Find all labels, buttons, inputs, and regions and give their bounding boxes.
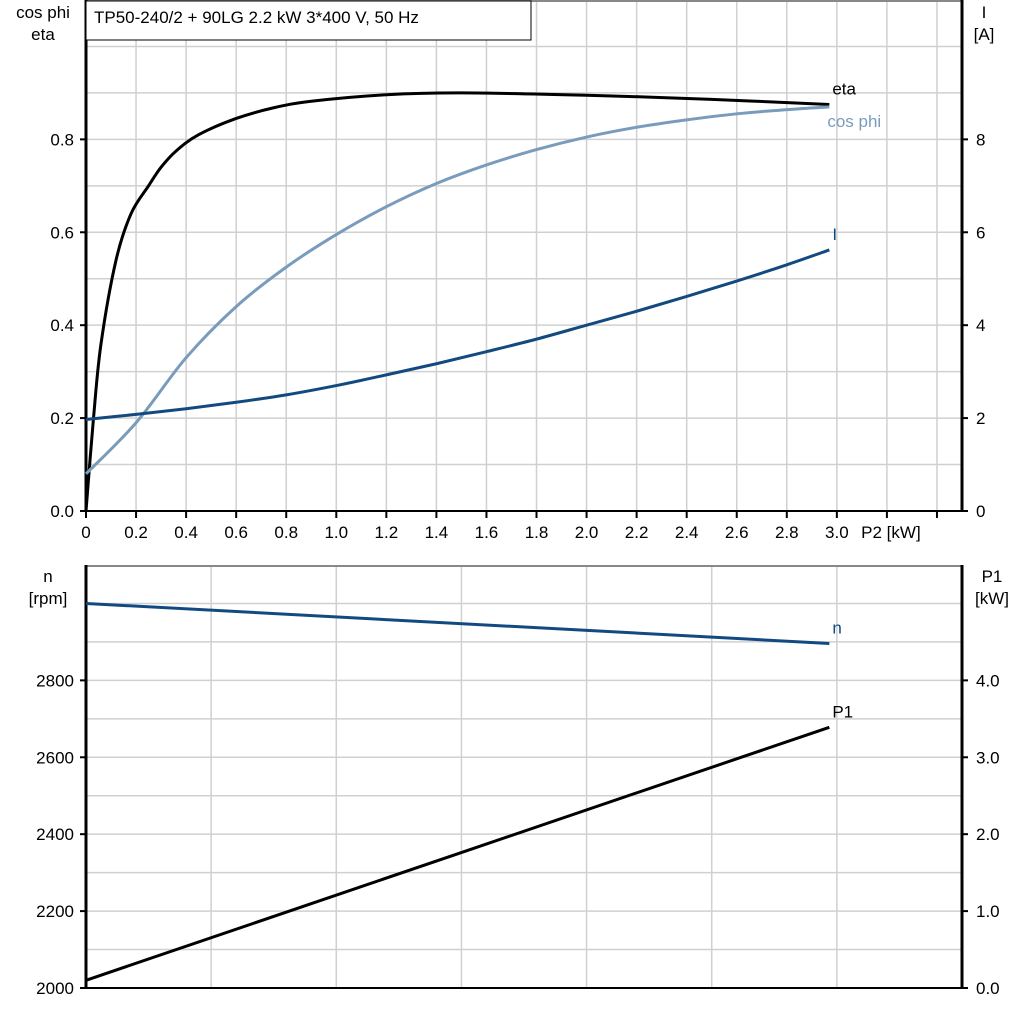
x-tick-label: 1.0 — [324, 523, 348, 542]
y-tick-label-right: 4.0 — [976, 671, 1000, 690]
x-tick-label: 0.8 — [274, 523, 298, 542]
y-tick-label-left: 2000 — [36, 979, 74, 998]
panel-2: 2000 2200 2400 2600 2800 0.0 1.0 2.0 3.0 4.0 n [rpm… — [29, 565, 1009, 998]
x-tick-label: 1.4 — [425, 523, 449, 542]
y-tick-label-right: 0.0 — [976, 979, 1000, 998]
y-axis-title-left: cos phi — [16, 3, 70, 22]
x-axis-title: P2 [kW] — [861, 523, 921, 542]
x-tick-label: 1.2 — [375, 523, 399, 542]
y-axis-title-right: [A] — [974, 25, 995, 44]
series-line-i — [85, 248, 830, 421]
series-line-eta — [84, 91, 830, 512]
y-tick-label-right: 4 — [976, 316, 985, 335]
x-tick-label: 1.8 — [525, 523, 549, 542]
y-tick-label-left: 0.2 — [50, 409, 74, 428]
y-tick-label-left: 0.0 — [50, 502, 74, 521]
y-axis-title-right: P1 — [982, 567, 1003, 586]
title-box: TP50-240/2 + 90LG 2.2 kW 3*400 V, 50 Hz — [85, 0, 532, 41]
x-tick-label: 3.0 — [825, 523, 849, 542]
x-tick-label: 1.6 — [475, 523, 499, 542]
y-tick-label-right: 6 — [976, 223, 985, 242]
series-line-p1 — [85, 725, 830, 982]
x-tick-label: 2.6 — [725, 523, 749, 542]
y-axis-title-left: eta — [31, 25, 55, 44]
x-tick-label: 0.6 — [224, 523, 248, 542]
y-tick-label-right: 2 — [976, 409, 985, 428]
y-axis-title-left: [rpm] — [29, 589, 68, 608]
x-tick-label: 2.0 — [575, 523, 599, 542]
series-label-n: n — [832, 618, 841, 637]
x-tick-label: 2.2 — [625, 523, 649, 542]
y-tick-label-right: 0 — [976, 502, 985, 521]
y-tick-label-left: 2200 — [36, 902, 74, 921]
y-tick-label-left: 0.6 — [50, 223, 74, 242]
series-label-eta: eta — [832, 80, 856, 99]
x-tick-label: 2.8 — [775, 523, 799, 542]
y-tick-label-left: 2800 — [36, 671, 74, 690]
x-tick-label: 2.4 — [675, 523, 699, 542]
y-tick-label-left: 0.4 — [50, 316, 74, 335]
chart-title: TP50-240/2 + 90LG 2.2 kW 3*400 V, 50 Hz — [94, 8, 419, 27]
title-box-border — [85, 0, 532, 41]
series-line-cos-phi — [84, 105, 830, 475]
series-label-p1: P1 — [832, 702, 853, 721]
y-tick-label-right: 8 — [976, 130, 985, 149]
x-tick-label: 0 — [81, 523, 90, 542]
panel-1: 0.0 0.2 0.4 0.6 0.8 0 2 4 6 8 cos phi eta I [A] 0 0.2 0.… — [16, 0, 994, 542]
series-label-cos-phi: cos phi — [827, 112, 881, 131]
y-axis-title-left: n — [43, 567, 52, 586]
x-tick-label: 0.4 — [174, 523, 198, 542]
y-tick-label-right: 3.0 — [976, 748, 1000, 767]
y-tick-label-left: 2400 — [36, 825, 74, 844]
y-axis-title-right: [kW] — [975, 589, 1009, 608]
y-tick-label-left: 0.8 — [50, 130, 74, 149]
y-tick-label-right: 1.0 — [976, 902, 1000, 921]
y-tick-label-left: 2600 — [36, 748, 74, 767]
y-tick-label-right: 2.0 — [976, 825, 1000, 844]
series-label-i: I — [832, 225, 837, 244]
series-line-n — [85, 601, 830, 645]
x-tick-label: 0.2 — [124, 523, 148, 542]
y-axis-title-right: I — [982, 3, 987, 22]
